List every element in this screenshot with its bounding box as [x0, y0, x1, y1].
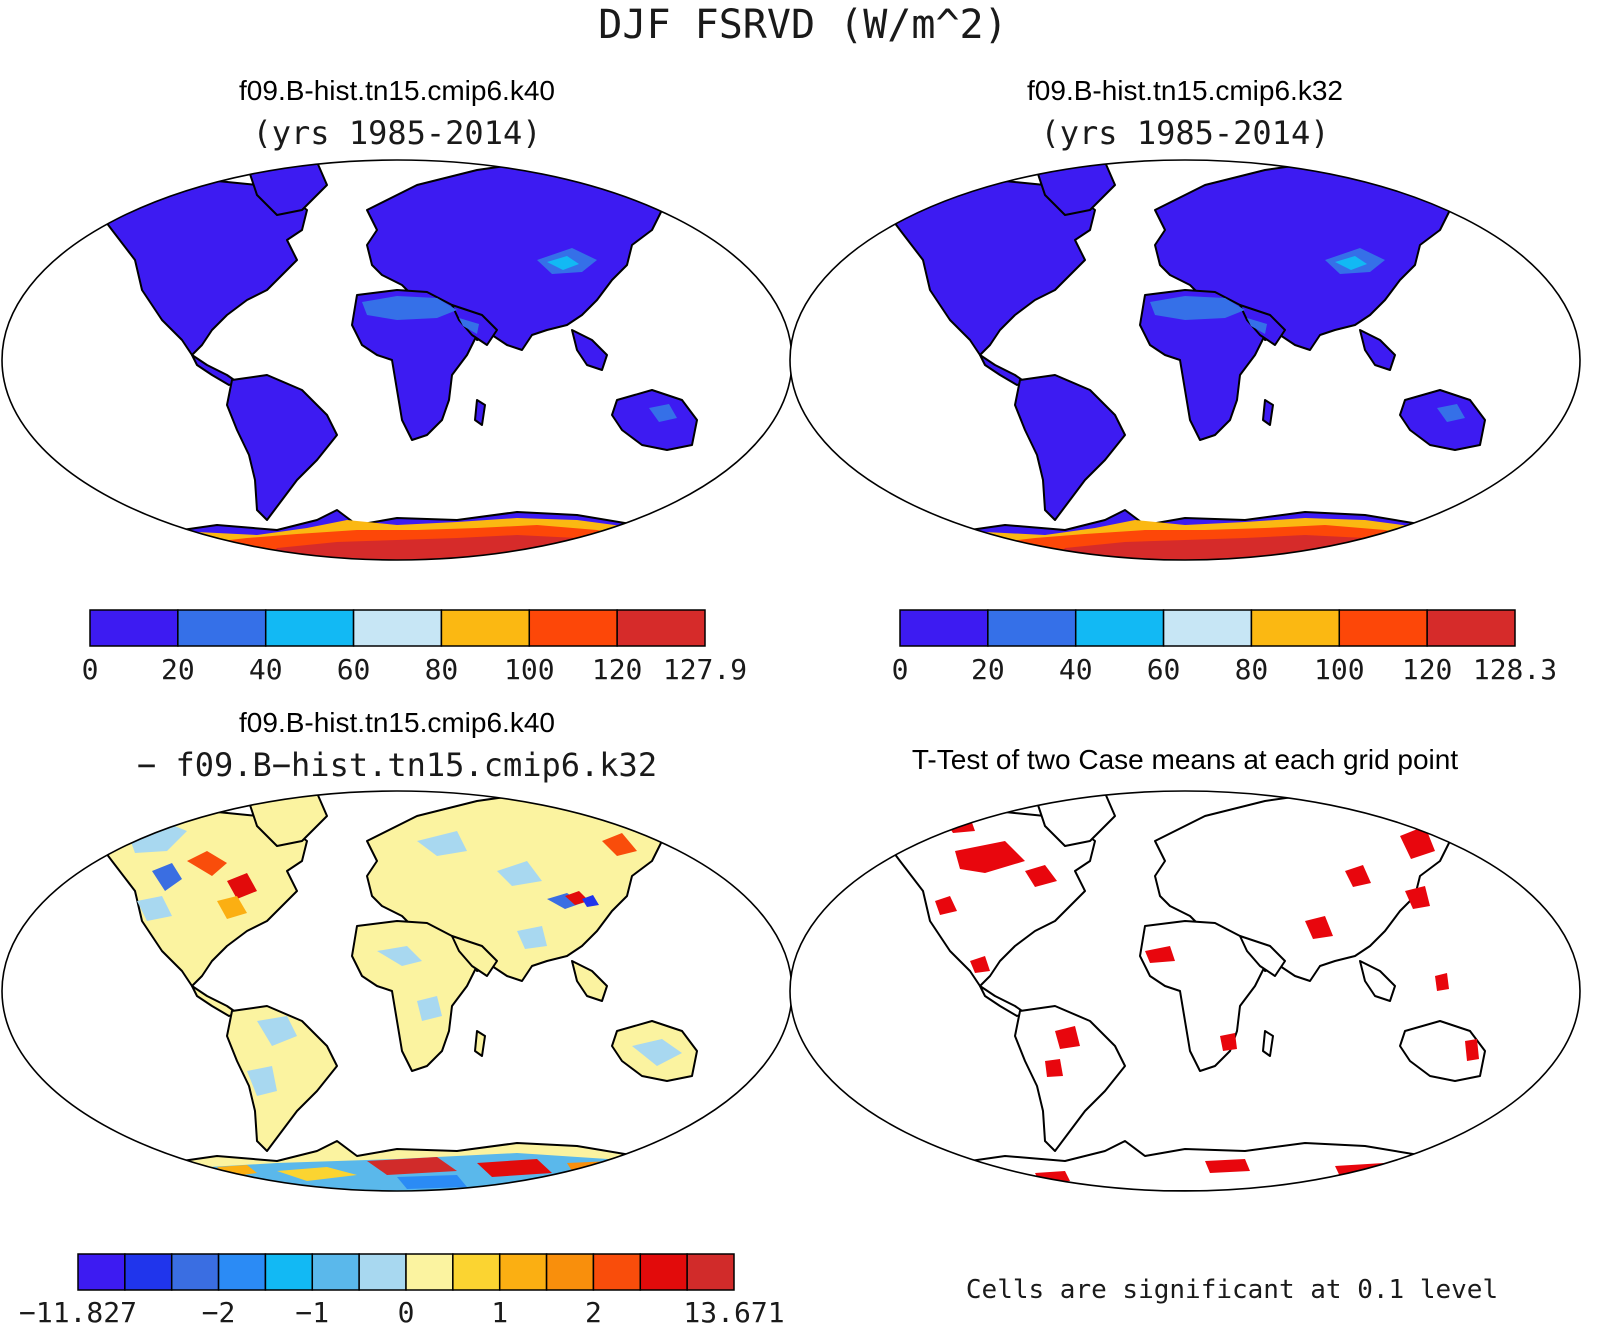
colorbar-tick-label: −2: [202, 1296, 236, 1327]
colorbar-tick-label: 0: [398, 1296, 415, 1327]
panel-title: f09.B-hist.tn15.cmip6.k40: [239, 707, 555, 738]
colorbar-segment: [592, 1253, 642, 1291]
colorbar-tick-label: 20: [971, 653, 1005, 686]
colorbar-segment: [177, 609, 267, 647]
colorbar: 0 20 40 60 80 100 120 128.3: [892, 609, 1557, 686]
colorbar-tick-label: 20: [161, 653, 195, 686]
panel-top-right: f09.B-hist.tn15.cmip6.k32 (yrs 1985-2014…: [789, 75, 1581, 686]
significant-cells: [935, 817, 1479, 1187]
colorbar: 0 20 40 60 80 100 120 127.9: [82, 609, 747, 686]
colorbar-segment: [311, 1253, 360, 1291]
map-frame: [789, 790, 1581, 1192]
colorbar-segment: [899, 609, 989, 647]
map-area: [790, 160, 1580, 560]
colorbar-segment: [616, 609, 706, 647]
colorbar-segment: [1074, 609, 1165, 647]
panel-bottom-left: f09.B-hist.tn15.cmip6.k40 − f09.B−hist.t…: [1, 707, 793, 1327]
colorbar-tick-label: 40: [1059, 653, 1093, 686]
colorbar-tick-label: 120: [592, 653, 643, 686]
colorbar-segment: [1426, 609, 1516, 647]
colorbar-tick-label: 0: [82, 653, 99, 686]
colorbar-tick-label: 80: [1235, 653, 1269, 686]
colorbar-segment: [77, 1253, 126, 1291]
colorbar-segment: [358, 1253, 407, 1291]
colorbar-tick-label: 13.671: [683, 1296, 784, 1327]
panel-subtitle: − f09.B−hist.tn15.cmip6.k32: [137, 746, 657, 784]
colorbar-tick-label: 100: [1314, 653, 1365, 686]
colorbar-segment: [498, 1253, 548, 1291]
colorbar-segment: [124, 1253, 173, 1291]
colorbar-segment: [1338, 609, 1428, 647]
colorbar-segment: [452, 1253, 501, 1291]
colorbar-segment: [352, 609, 443, 647]
footnote: Cells are significant at 0.1 level: [966, 1275, 1498, 1305]
colorbar-segment: [264, 1253, 314, 1291]
colorbar-tick-label: 100: [504, 653, 555, 686]
colorbar-segment: [987, 609, 1077, 647]
colorbar-tick-label: 127.9: [663, 653, 747, 686]
colorbar-tick-label: 1: [491, 1296, 508, 1327]
colorbar-tick-label: 128.3: [1473, 653, 1557, 686]
colorbar-tick-label: −1: [295, 1296, 329, 1327]
colorbar-segment: [1162, 609, 1253, 647]
colorbar-segment: [440, 609, 531, 647]
colorbar-segment: [217, 1253, 267, 1291]
panel-top-left: f09.B-hist.tn15.cmip6.k40 (yrs 1985-2014…: [1, 75, 793, 686]
colorbar-tick-label: 120: [1402, 653, 1453, 686]
colorbar-tick-label: 2: [585, 1296, 602, 1327]
panel-title: f09.B-hist.tn15.cmip6.k32: [1027, 75, 1343, 106]
colorbar-segment: [545, 1253, 595, 1291]
colorbar-segment: [1250, 609, 1341, 647]
panel-subtitle: (yrs 1985-2014): [1041, 114, 1330, 152]
map-area: [2, 160, 792, 560]
colorbar-tick-label: 40: [249, 653, 283, 686]
colorbar-segment: [686, 1253, 735, 1291]
colorbar-tick-label: 0: [892, 653, 909, 686]
colorbar-segment: [170, 1253, 220, 1291]
panel-subtitle: (yrs 1985-2014): [253, 114, 542, 152]
colorbar-segment: [405, 1253, 454, 1291]
panel-bottom-right: T-Test of two Case means at each grid po…: [789, 744, 1581, 1305]
colorbar-segment: [264, 609, 355, 647]
colorbar-tick-label: 60: [337, 653, 371, 686]
main-title: DJF FSRVD (W/m^2): [598, 2, 1007, 48]
panel-title: T-Test of two Case means at each grid po…: [912, 744, 1458, 775]
colorbar-tick-label: 60: [1147, 653, 1181, 686]
colorbar-tick-label: −11.827: [19, 1296, 137, 1327]
colorbar-segment: [528, 609, 618, 647]
colorbar: −11.827 −2 −1 0 1 2 13.671: [19, 1253, 785, 1327]
map-area: [790, 791, 1580, 1191]
panel-title: f09.B-hist.tn15.cmip6.k40: [239, 75, 555, 106]
colorbar-segment: [89, 609, 179, 647]
colorbar-segment: [639, 1253, 688, 1291]
colorbar-tick-label: 80: [425, 653, 459, 686]
map-frame: [789, 159, 1581, 561]
difference-patches: [127, 819, 682, 1096]
